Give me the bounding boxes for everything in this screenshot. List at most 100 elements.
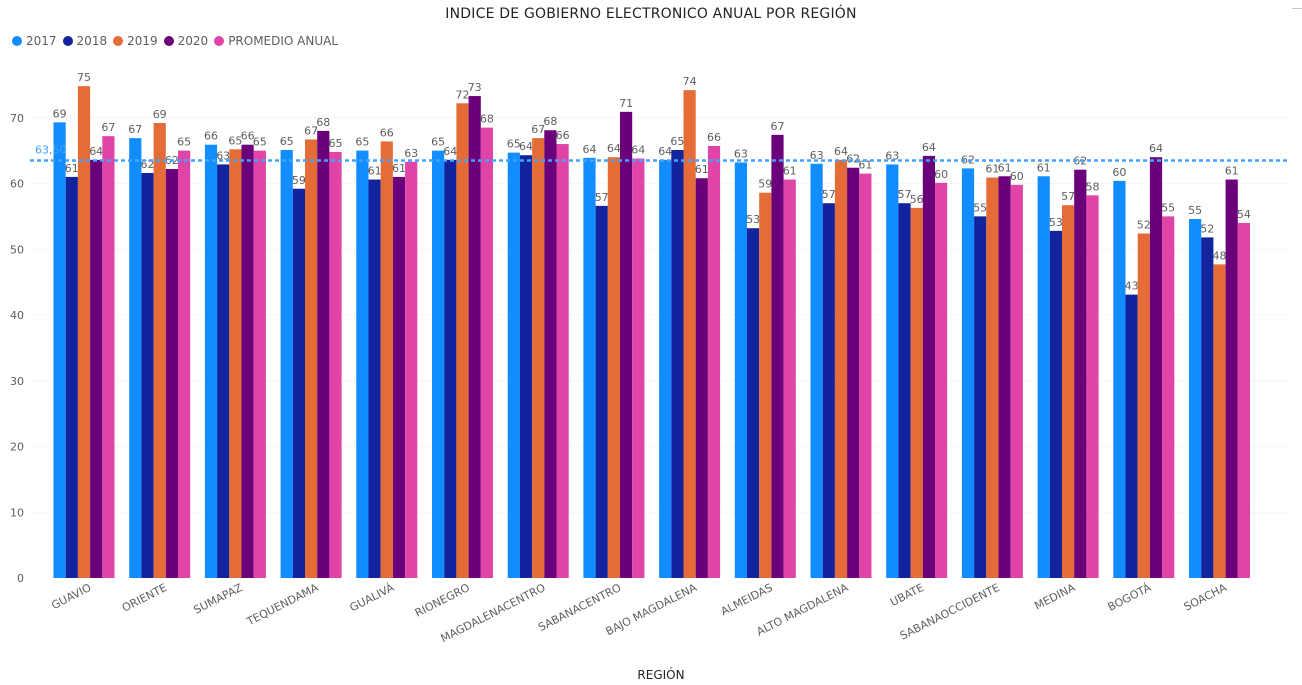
legend-swatch	[62, 36, 73, 46]
bar	[153, 123, 166, 578]
bar	[317, 130, 330, 578]
bar	[1213, 264, 1226, 578]
data-label: 53	[1049, 216, 1063, 229]
bar	[532, 138, 545, 578]
bar	[544, 130, 557, 578]
data-label: 61	[1037, 161, 1051, 174]
data-label: 75	[77, 71, 91, 84]
bar	[1237, 222, 1250, 578]
data-label: 64	[631, 144, 645, 157]
data-label: 67	[128, 123, 142, 136]
bar	[810, 163, 823, 578]
bar	[683, 90, 696, 578]
data-label: 64	[658, 145, 672, 158]
bar	[759, 192, 772, 578]
data-label: 64	[519, 140, 533, 153]
x-tick-label: SUMAPAZ	[192, 581, 246, 617]
data-label: 65	[507, 138, 521, 151]
chart-title: INDICE DE GOBIERNO ELECTRONICO ANUAL POR…	[445, 6, 857, 22]
bar	[961, 168, 975, 578]
bar	[129, 138, 142, 578]
bar	[178, 150, 191, 578]
data-label: 61	[368, 165, 382, 178]
data-label: 65	[280, 135, 294, 148]
legend-label: 2018	[76, 34, 108, 48]
bar	[1162, 216, 1175, 578]
bar	[102, 136, 115, 578]
data-label: 66	[707, 131, 721, 144]
legend-item[interactable]: 2020	[163, 34, 209, 48]
legend[interactable]: 2017 2018 2019 2020 PROMEDIO ANUAL	[12, 34, 344, 48]
bar	[1149, 157, 1163, 578]
data-label: 61	[65, 162, 79, 175]
bar	[747, 228, 760, 578]
legend-item[interactable]: 2018	[62, 34, 108, 48]
bar	[974, 216, 987, 578]
bar	[77, 86, 91, 578]
legend-swatch	[12, 36, 22, 46]
bar	[65, 176, 78, 579]
bar	[305, 139, 318, 578]
bar	[141, 172, 154, 579]
bar	[859, 173, 872, 578]
data-label: 65	[177, 136, 191, 149]
bar	[444, 159, 457, 578]
y-tick-label: 0	[17, 572, 24, 585]
data-label: 67	[531, 123, 545, 136]
legend-label: 2020	[177, 34, 209, 48]
data-label: 65	[431, 136, 445, 149]
data-label: 66	[241, 130, 255, 143]
data-label: 59	[758, 178, 772, 191]
y-tick-label: 60	[10, 178, 24, 191]
bar	[380, 141, 393, 579]
data-label: 61	[392, 162, 406, 175]
bar	[1010, 184, 1023, 578]
data-label: 68	[543, 115, 557, 128]
data-label: 61	[858, 159, 872, 172]
x-tick-label: TEQUENDAMA	[244, 581, 321, 629]
bar	[90, 159, 103, 578]
reference-line-label: 63,50	[35, 143, 67, 156]
data-label: 60	[934, 168, 948, 181]
bar	[607, 157, 620, 578]
bar	[1201, 237, 1214, 579]
bar	[204, 144, 218, 578]
y-tick-label: 30	[10, 375, 24, 388]
bar	[432, 150, 445, 578]
data-label: 65	[253, 136, 267, 149]
bar	[292, 188, 305, 578]
x-tick-label: GUAVIO	[49, 581, 93, 612]
data-label: 61	[985, 163, 999, 176]
bar	[583, 157, 596, 579]
bar	[1062, 205, 1075, 578]
data-label: 55	[1161, 201, 1175, 214]
data-label: 56	[910, 193, 924, 206]
data-label: 63	[734, 147, 748, 160]
y-tick-label: 40	[10, 309, 24, 322]
legend-item[interactable]: PROMEDIO ANUAL	[214, 34, 338, 48]
data-label: 67	[101, 121, 115, 134]
bar	[695, 178, 708, 579]
bar	[1049, 230, 1062, 578]
data-label: 64	[922, 141, 936, 154]
data-label: 61	[783, 165, 797, 178]
data-label: 57	[822, 188, 836, 201]
data-label: 67	[771, 120, 785, 133]
legend-item[interactable]: 2019	[113, 34, 158, 48]
data-label: 63	[810, 149, 824, 162]
bar	[595, 205, 608, 579]
y-tick-label: 50	[10, 243, 24, 256]
bar	[456, 103, 469, 578]
legend-label: 2017	[26, 34, 57, 48]
bar	[280, 149, 293, 578]
data-label: 64	[89, 145, 103, 158]
y-tick-label: 20	[10, 441, 24, 454]
data-label: 66	[380, 126, 394, 139]
bar	[507, 152, 520, 578]
bar	[659, 159, 672, 578]
x-tick-label: RIONEGRO	[413, 581, 472, 620]
data-label: 60	[1010, 170, 1024, 183]
bar	[217, 164, 230, 578]
bar	[229, 149, 242, 578]
legend-item[interactable]: 2017	[12, 34, 57, 48]
